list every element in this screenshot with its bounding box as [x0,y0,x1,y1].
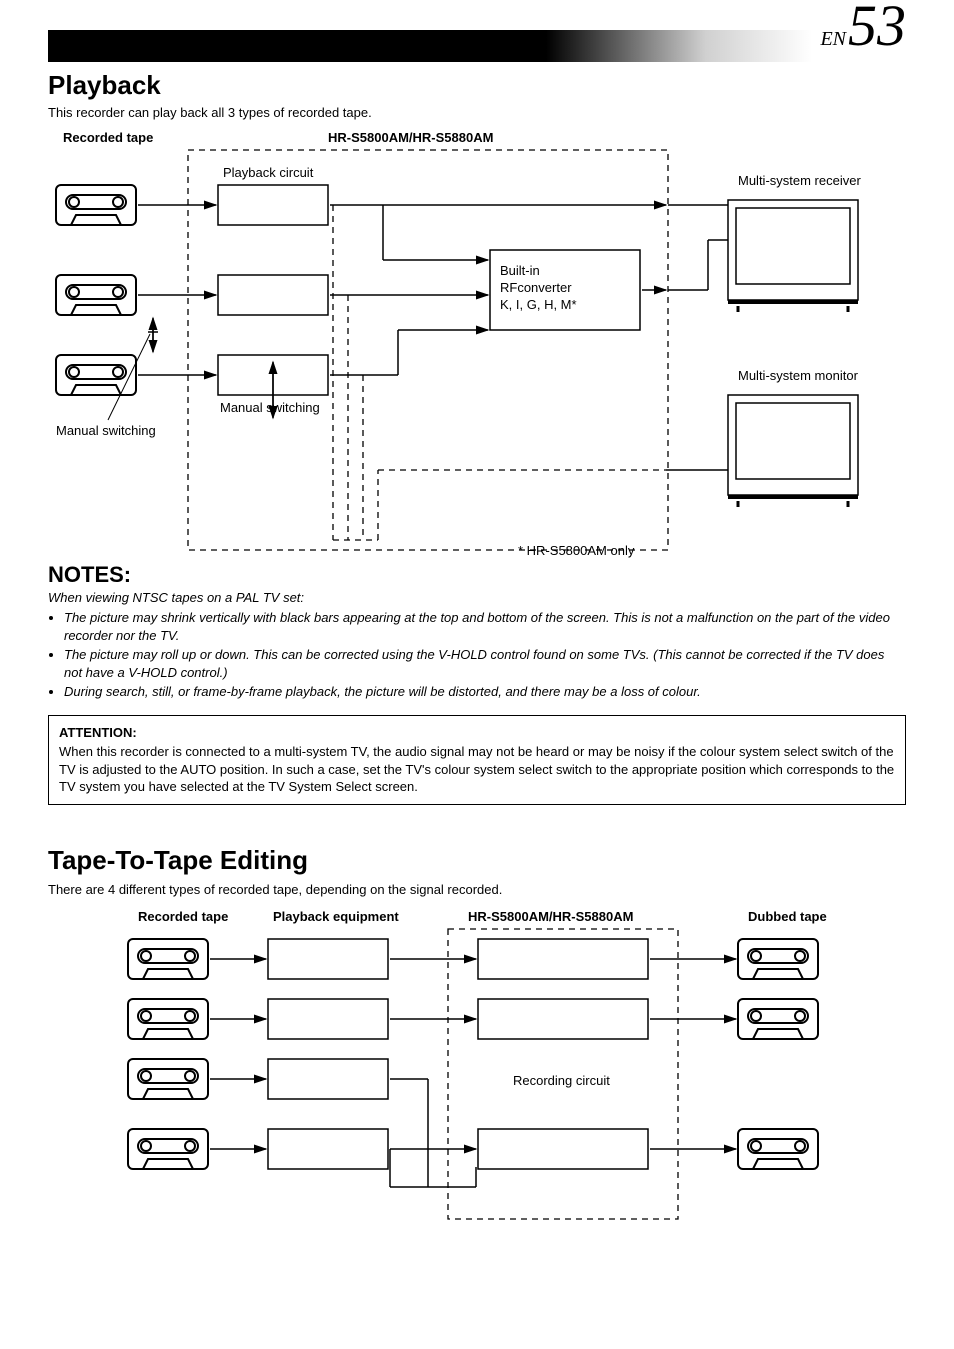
editing-diagram: Recorded tape Playback equipment HR-S580… [48,907,906,1227]
multi-receiver-label: Multi-system receiver [738,173,861,188]
header-gradient [546,30,813,62]
notes-head: NOTES: [48,562,906,588]
multi-monitor-label: Multi-system monitor [738,368,859,383]
builtin-label: Built-in [500,263,540,278]
recording-circuit-label: Recording circuit [513,1073,610,1088]
playback-equipment-head: Playback equipment [273,909,399,924]
notes-item-3: During search, still, or frame-by-frame … [64,683,906,701]
model-head: HR-S5800AM/HR-S5880AM [328,130,493,145]
attention-body: When this recorder is connected to a mul… [59,743,895,796]
notes-item-1: The picture may shrink vertically with b… [64,609,906,644]
rfconv-modes-label: K, I, G, H, M* [500,297,577,312]
model-head2: HR-S5800AM/HR-S5880AM [468,909,633,924]
notes-sub: When viewing NTSC tapes on a PAL TV set: [48,590,906,605]
page-num-value: 53 [848,0,906,55]
page-number: EN 53 [820,0,906,55]
playback-intro: This recorder can play back all 3 types … [48,105,906,120]
footnote-label: * HR-S5800AM only [518,543,635,558]
editing-title: Tape-To-Tape Editing [48,845,906,876]
manual-switching-left: Manual switching [56,423,156,438]
playback-circuit-label: Playback circuit [223,165,314,180]
recorded-tape-head: Recorded tape [63,130,153,145]
attention-box: ATTENTION: When this recorder is connect… [48,715,906,805]
playback-title: Playback [48,70,906,101]
recorded-tape-head2: Recorded tape [138,909,228,924]
rfconv-label: RFconverter [500,280,572,295]
attention-head: ATTENTION: [59,724,895,742]
dubbed-tape-head: Dubbed tape [748,909,827,924]
playback-diagram: Recorded tape HR-S5800AM/HR-S5880AM [48,130,906,560]
editing-intro: There are 4 different types of recorded … [48,882,906,897]
header-bar: EN 53 [48,30,906,62]
notes-item-2: The picture may roll up or down. This ca… [64,646,906,681]
editing-svg: Recorded tape Playback equipment HR-S580… [48,907,906,1227]
manual-switching-inside: Manual switching [220,400,320,415]
playback-svg: Playback circuit Manual switching Manual… [48,130,906,560]
notes-list: The picture may shrink vertically with b… [48,609,906,701]
header-black [48,30,546,62]
page-en: EN [820,28,846,51]
